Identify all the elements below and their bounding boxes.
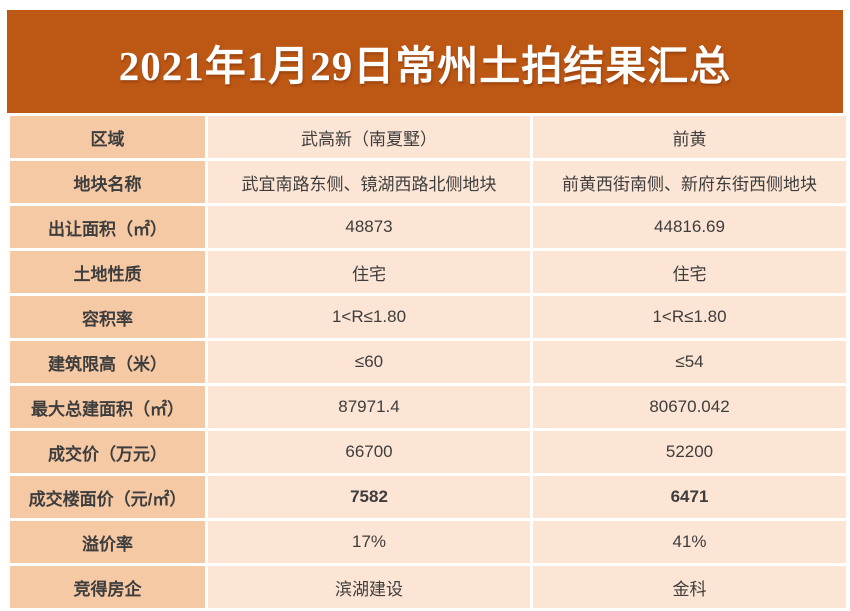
land-auction-results-table: 区域 武高新（南夏墅） 前黄 地块名称 武宜南路东侧、镜湖西路北侧地块 前黄西街… (7, 113, 849, 611)
row-label: 成交楼面价（元/㎡） (10, 476, 205, 518)
table-row-transfer-area: 出让面积（㎡） 48873 44816.69 (10, 206, 846, 248)
table-row-plot-name: 地块名称 武宜南路东侧、镜湖西路北侧地块 前黄西街南侧、新府东街西侧地块 (10, 161, 846, 203)
table-row-winning-developer: 竞得房企 滨湖建设 金科 (10, 566, 846, 608)
value-cell: 17% (208, 521, 530, 563)
table-row-floor-price: 成交楼面价（元/㎡） 7582 6471 (10, 476, 846, 518)
value-cell: 48873 (208, 206, 530, 248)
value-cell: ≤54 (533, 341, 846, 383)
row-label: 溢价率 (10, 521, 205, 563)
row-label: 区域 (10, 116, 205, 158)
table-row-plot-ratio: 容积率 1<R≤1.80 1<R≤1.80 (10, 296, 846, 338)
title-banner: 2021年1月29日常州土拍结果汇总 (7, 10, 843, 113)
value-cell: 前黄 (533, 116, 846, 158)
value-cell: 金科 (533, 566, 846, 608)
row-label: 竞得房企 (10, 566, 205, 608)
value-cell: 滨湖建设 (208, 566, 530, 608)
value-cell: 住宅 (208, 251, 530, 293)
table-row-land-use: 土地性质 住宅 住宅 (10, 251, 846, 293)
value-cell: ≤60 (208, 341, 530, 383)
value-cell: 1<R≤1.80 (208, 296, 530, 338)
value-cell-highlight: 6471 (533, 476, 846, 518)
table-row-premium-rate: 溢价率 17% 41% (10, 521, 846, 563)
table-row-deal-price: 成交价（万元） 66700 52200 (10, 431, 846, 473)
value-cell: 武宜南路东侧、镜湖西路北侧地块 (208, 161, 530, 203)
table-row-height-limit: 建筑限高（米） ≤60 ≤54 (10, 341, 846, 383)
value-cell: 41% (533, 521, 846, 563)
row-label: 土地性质 (10, 251, 205, 293)
page-title: 2021年1月29日常州土拍结果汇总 (118, 42, 732, 89)
value-cell: 武高新（南夏墅） (208, 116, 530, 158)
value-cell: 52200 (533, 431, 846, 473)
row-label: 建筑限高（米） (10, 341, 205, 383)
value-cell: 住宅 (533, 251, 846, 293)
row-label: 出让面积（㎡） (10, 206, 205, 248)
value-cell-highlight: 7582 (208, 476, 530, 518)
value-cell: 87971.4 (208, 386, 530, 428)
table-row-max-gfa: 最大总建面积（㎡） 87971.4 80670.042 (10, 386, 846, 428)
value-cell: 44816.69 (533, 206, 846, 248)
value-cell: 66700 (208, 431, 530, 473)
row-label: 容积率 (10, 296, 205, 338)
value-cell: 1<R≤1.80 (533, 296, 846, 338)
value-cell: 80670.042 (533, 386, 846, 428)
row-label: 成交价（万元） (10, 431, 205, 473)
row-label: 最大总建面积（㎡） (10, 386, 205, 428)
table-row-region: 区域 武高新（南夏墅） 前黄 (10, 116, 846, 158)
row-label: 地块名称 (10, 161, 205, 203)
value-cell: 前黄西街南侧、新府东街西侧地块 (533, 161, 846, 203)
